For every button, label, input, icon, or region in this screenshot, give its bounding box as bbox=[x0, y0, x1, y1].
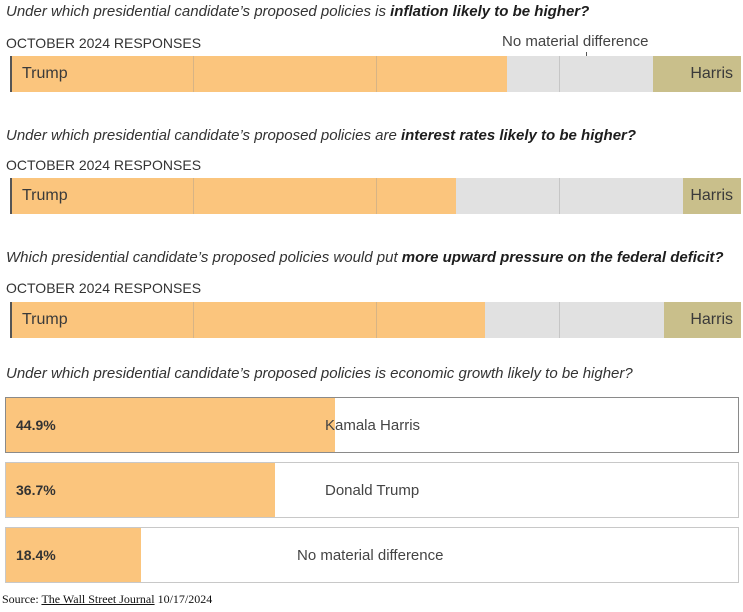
chart-3-axis bbox=[10, 302, 12, 338]
chart-2-harris-segment bbox=[682, 178, 741, 214]
source-note: Source: The Wall Street Journal 10/17/20… bbox=[2, 592, 213, 606]
chart-2-trump-segment bbox=[10, 178, 456, 214]
chart-1-bar: Trump Harris bbox=[10, 56, 741, 92]
chart-2-subtitle: OCTOBER 2024 RESPONSES bbox=[6, 157, 202, 173]
chart-3-gridline bbox=[376, 302, 377, 338]
growth-label-no-difference: No material difference bbox=[297, 546, 444, 564]
chart-1-gridline bbox=[193, 56, 194, 92]
source-name: The Wall Street Journal bbox=[41, 592, 155, 606]
chart-3-gridline bbox=[193, 302, 194, 338]
growth-row-trump: 36.7% Donald Trump bbox=[5, 462, 739, 518]
chart-2-bar: Trump Harris bbox=[10, 178, 741, 214]
chart-2-gridline bbox=[559, 178, 560, 214]
chart-1-trump-segment bbox=[10, 56, 508, 92]
growth-row-no-difference: 18.4% No material difference bbox=[5, 527, 739, 583]
chart-1-annotation: No material difference bbox=[502, 33, 649, 50]
growth-row-harris: 44.9% Kamala Harris bbox=[5, 397, 739, 453]
chart-2-question: Under which presidential candidate’s pro… bbox=[6, 127, 637, 144]
chart-1-question: Under which presidential candidate’s pro… bbox=[6, 3, 590, 20]
growth-value-no-difference: 18.4% bbox=[16, 547, 56, 563]
chart-1-gridline bbox=[376, 56, 377, 92]
chart-3-harris-label: Harris bbox=[690, 311, 733, 328]
chart-1-subtitle: OCTOBER 2024 RESPONSES bbox=[6, 35, 202, 51]
chart-1-gridline bbox=[559, 56, 560, 92]
growth-bar-harris bbox=[6, 398, 335, 452]
chart-3-trump-label: Trump bbox=[22, 311, 68, 328]
chart-1-axis bbox=[10, 56, 12, 92]
growth-value-harris: 44.9% bbox=[16, 417, 56, 433]
chart-2-gridline bbox=[193, 178, 194, 214]
chart-3-gridline bbox=[559, 302, 560, 338]
chart-1-trump-label: Trump bbox=[22, 65, 68, 82]
chart-2-gridline bbox=[376, 178, 377, 214]
chart-3-bar: Trump Harris bbox=[10, 302, 741, 338]
growth-bar-trump bbox=[6, 463, 275, 517]
chart-2-harris-label: Harris bbox=[690, 187, 733, 204]
growth-bar-no-difference bbox=[6, 528, 141, 582]
chart-1-harris-segment bbox=[653, 56, 741, 92]
chart-2-trump-label: Trump bbox=[22, 187, 68, 204]
chart-3-subtitle: OCTOBER 2024 RESPONSES bbox=[6, 280, 202, 296]
chart-3-trump-segment bbox=[10, 302, 486, 338]
chart-3-question: Which presidential candidate’s proposed … bbox=[6, 249, 724, 266]
chart-2-axis bbox=[10, 178, 12, 214]
growth-value-trump: 36.7% bbox=[16, 482, 56, 498]
chart-1-harris-label: Harris bbox=[690, 65, 733, 82]
chart-3-harris-segment bbox=[664, 302, 741, 338]
growth-label-trump: Donald Trump bbox=[325, 481, 420, 499]
growth-label-harris: Kamala Harris bbox=[325, 416, 421, 434]
chart-4-question: Under which presidential candidate’s pro… bbox=[6, 365, 633, 382]
